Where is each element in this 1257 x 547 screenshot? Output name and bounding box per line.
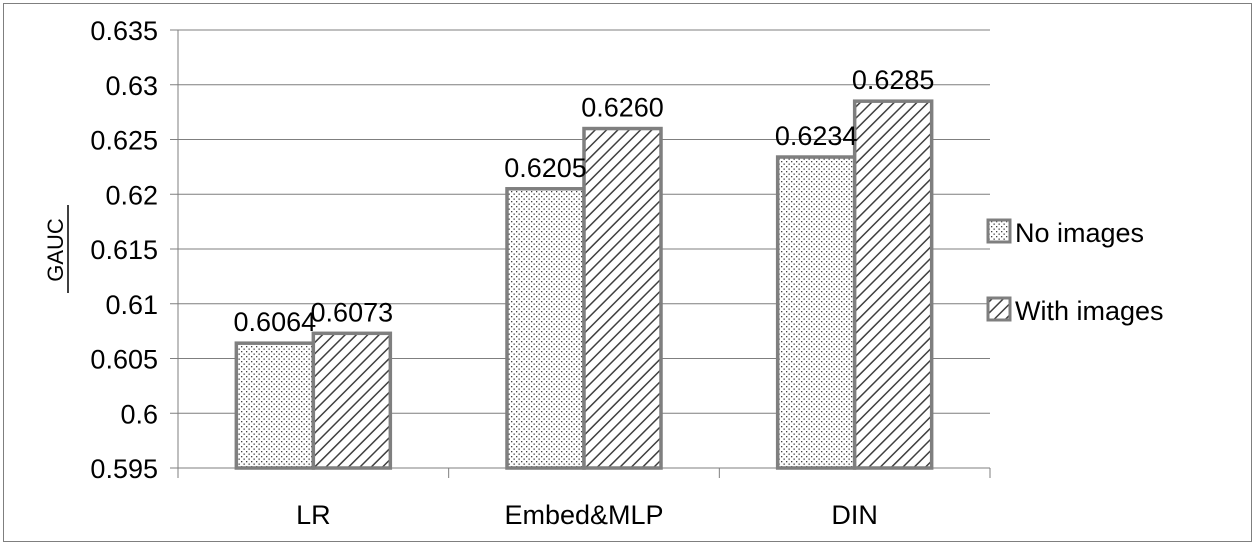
data-label: 0.6260: [581, 93, 664, 123]
y-tick-label: 0.635: [90, 16, 158, 46]
y-tick-label: 0.615: [90, 235, 158, 265]
y-tick-label: 0.63: [105, 71, 158, 101]
bar: [311, 331, 393, 470]
legend-swatch: [986, 218, 1012, 244]
legend-label: No images: [1015, 218, 1144, 248]
y-tick-label: 0.625: [90, 126, 158, 156]
y-tick-label: 0.62: [105, 180, 158, 210]
bar: [852, 99, 934, 470]
legend-swatch: [986, 296, 1012, 322]
x-tick-label: LR: [296, 500, 331, 530]
data-label: 0.6205: [504, 153, 587, 183]
data-label: 0.6285: [852, 65, 935, 95]
bar: [505, 187, 586, 470]
y-axis-title: GAUC: [43, 218, 68, 282]
data-label: 0.6064: [234, 307, 317, 337]
bar: [234, 341, 316, 470]
data-label: 0.6073: [311, 297, 394, 327]
bar: [582, 126, 663, 470]
legend-label: With images: [1015, 296, 1164, 326]
y-tick-label: 0.595: [90, 454, 158, 484]
bars: [234, 99, 934, 470]
y-tick-label: 0.6: [120, 399, 158, 429]
x-tick-label: DIN: [831, 500, 878, 530]
x-tick-label: Embed&MLP: [504, 500, 663, 530]
data-label: 0.6234: [775, 121, 858, 151]
bar: [775, 155, 857, 470]
y-tick-label: 0.61: [105, 290, 158, 320]
y-tick-label: 0.605: [90, 345, 158, 375]
legend: No images With images: [986, 218, 1164, 326]
